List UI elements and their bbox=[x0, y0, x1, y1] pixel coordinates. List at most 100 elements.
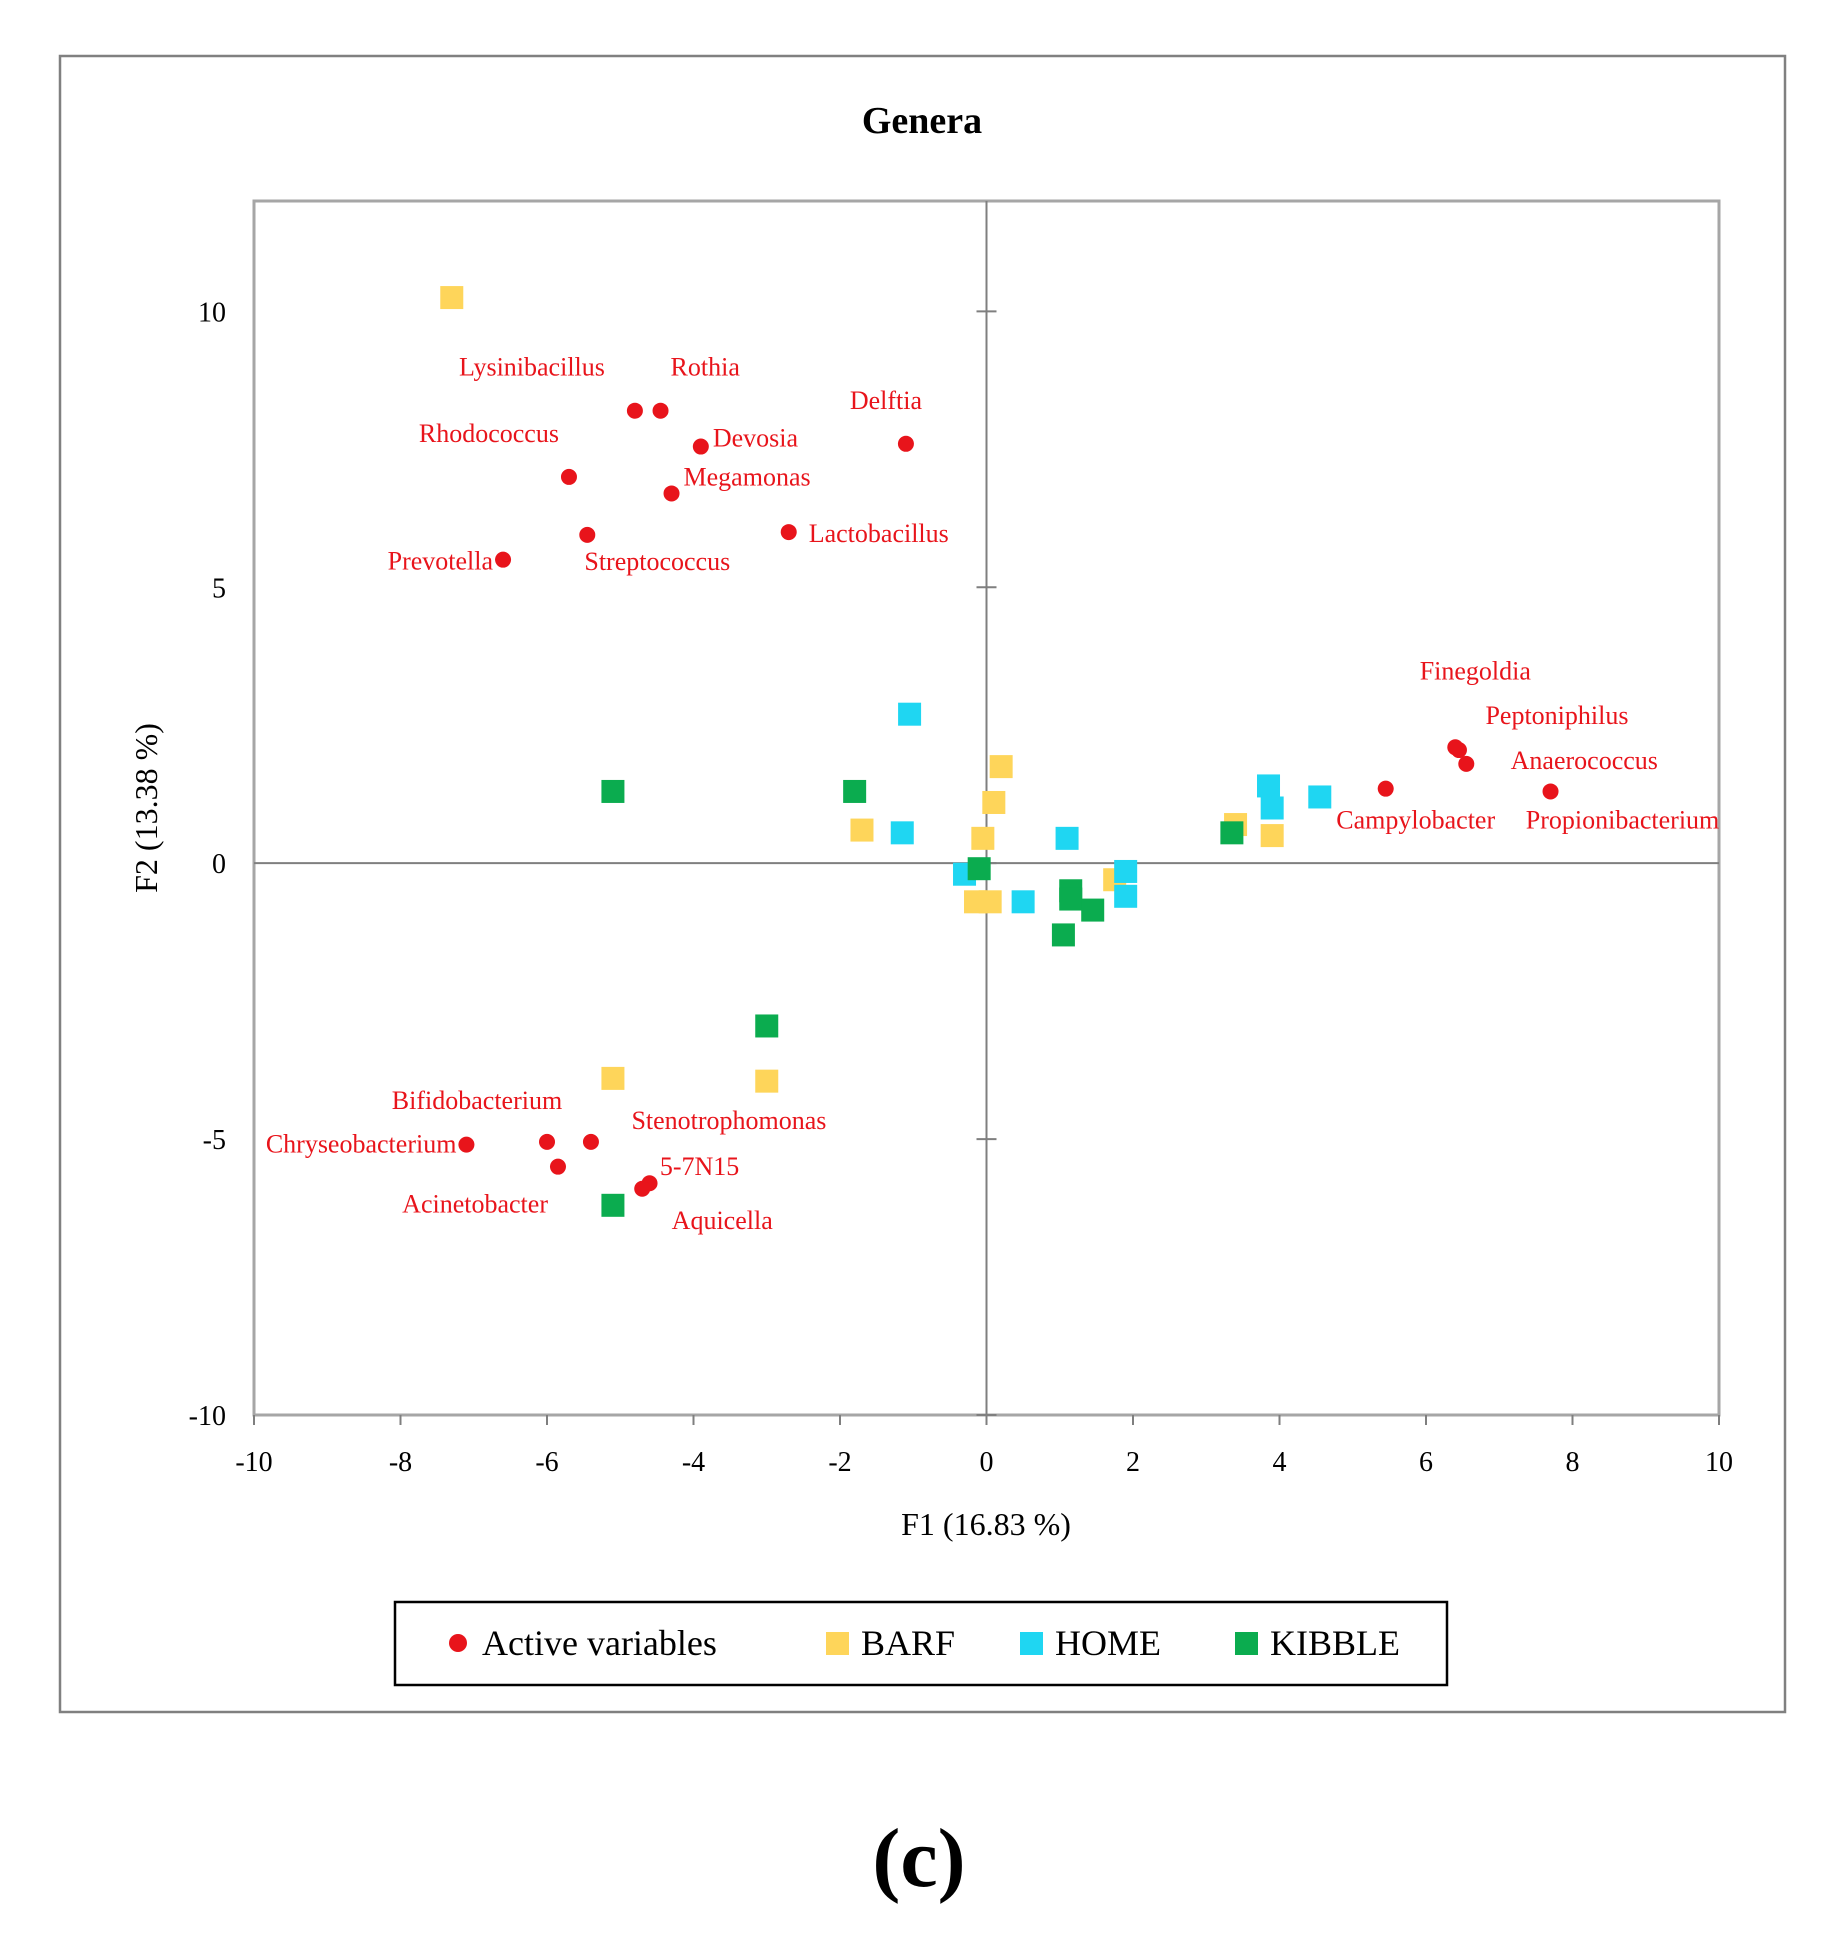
legend-label-active: Active variables bbox=[482, 1623, 717, 1663]
active-variable-bifidobacterium bbox=[539, 1133, 555, 1150]
y-tick-label: -10 bbox=[189, 1401, 226, 1432]
barf-point bbox=[989, 755, 1013, 779]
active-variable-devosia bbox=[692, 438, 709, 455]
legend-label-kibble: KIBBLE bbox=[1270, 1623, 1400, 1663]
active-variable-rothia bbox=[652, 402, 669, 419]
kibble-point bbox=[601, 1193, 625, 1217]
x-tick-label: 6 bbox=[1419, 1447, 1433, 1478]
barf-point bbox=[850, 818, 874, 842]
barf-point bbox=[1260, 824, 1284, 848]
label-rhodococcus: Rhodococcus bbox=[419, 419, 559, 448]
y-axis-title: F2 (13.38 %) bbox=[128, 723, 164, 893]
kibble-point bbox=[1051, 923, 1075, 947]
legend-label-barf: BARF bbox=[861, 1623, 955, 1663]
barf-point bbox=[601, 1066, 625, 1090]
label-lysinibacillus: Lysinibacillus bbox=[459, 353, 605, 382]
legend-label-home: HOME bbox=[1055, 1623, 1161, 1663]
x-tick-label: -8 bbox=[389, 1447, 412, 1478]
active-variable-streptococcus bbox=[579, 526, 596, 543]
active-variable-campylobacter bbox=[1377, 780, 1394, 797]
legend-marker-kibble bbox=[1235, 1632, 1258, 1655]
label-propionibacterium: Propionibacterium bbox=[1526, 805, 1720, 834]
home-point bbox=[1055, 826, 1079, 850]
label-chryseobacterium: Chryseobacterium bbox=[266, 1130, 457, 1159]
label-delftia: Delftia bbox=[850, 386, 923, 415]
active-variable-chryseobacterium bbox=[458, 1136, 475, 1153]
active-variable-aquicella bbox=[634, 1180, 651, 1197]
barf-point bbox=[978, 890, 1002, 914]
home-point bbox=[1011, 890, 1035, 914]
active-variable-propionibacterium bbox=[1542, 783, 1559, 800]
active-variable-acinetobacter bbox=[549, 1158, 566, 1175]
figure-frame bbox=[58, 54, 1787, 1714]
label-bifidobacterium: Bifidobacterium bbox=[392, 1086, 562, 1115]
y-tick-label: 5 bbox=[212, 573, 226, 604]
label-acinetobacter: Acinetobacter bbox=[402, 1190, 548, 1219]
kibble-point bbox=[1220, 821, 1244, 845]
y-tick-label: 10 bbox=[198, 297, 226, 328]
label-stenotrophomonas: Stenotrophomonas bbox=[631, 1106, 826, 1135]
home-point bbox=[1260, 796, 1284, 820]
label-lactobacillus: Lactobacillus bbox=[809, 519, 949, 548]
point-labels: Lysinibacillus Rothia Delftia Rhodococcus De… bbox=[266, 353, 1719, 1235]
y-tick-label: -5 bbox=[203, 1125, 226, 1156]
home-point bbox=[1114, 859, 1138, 883]
kibble-point bbox=[843, 779, 867, 803]
active-variable-prevotella bbox=[495, 551, 512, 568]
chart-title: Genera bbox=[862, 100, 982, 142]
x-axis-title: F1 (16.83 %) bbox=[901, 1506, 1071, 1542]
legend: Active variables BARF HOME KIBBLE bbox=[393, 1600, 1449, 1687]
label-campylobacter: Campylobacter bbox=[1336, 806, 1495, 835]
kibble-point bbox=[1059, 887, 1083, 911]
label-peptoniphilus: Peptoniphilus bbox=[1485, 701, 1628, 730]
active-variable-lysinibacillus bbox=[626, 402, 643, 419]
kibble-point bbox=[967, 857, 991, 881]
active-variable-peptoniphilus bbox=[1450, 742, 1467, 759]
label-rothia: Rothia bbox=[671, 353, 741, 382]
label-anaerococcus: Anaerococcus bbox=[1511, 746, 1658, 775]
active-variable-lactobacillus bbox=[780, 524, 797, 541]
y-tick-label: 0 bbox=[212, 849, 226, 880]
kibble-point bbox=[1081, 898, 1105, 922]
active-variable-delftia bbox=[897, 435, 914, 452]
active-variable-stenotrophomonas bbox=[582, 1133, 599, 1150]
label-5-7n15: 5-7N15 bbox=[660, 1152, 739, 1181]
x-tick-label: -4 bbox=[682, 1447, 705, 1478]
label-streptococcus: Streptococcus bbox=[584, 547, 730, 576]
label-prevotella: Prevotella bbox=[388, 547, 494, 576]
kibble-point bbox=[755, 1014, 779, 1038]
label-megamonas: Megamonas bbox=[684, 462, 811, 491]
home-point bbox=[1257, 774, 1281, 798]
axes-layer: -10 -8 -6 -4 -2 0 2 4 6 8 10 -10 -5 0 5 10 bbox=[189, 201, 1733, 1478]
x-tick-label: -6 bbox=[535, 1447, 558, 1478]
barf-point bbox=[440, 286, 464, 310]
active-variable-rhodococcus bbox=[560, 468, 577, 485]
home-point bbox=[1114, 884, 1138, 908]
legend-marker-active bbox=[449, 1634, 467, 1652]
home-point bbox=[898, 702, 922, 726]
active-variable-megamonas bbox=[663, 485, 680, 502]
x-tick-label: -10 bbox=[235, 1447, 272, 1478]
kibble-point bbox=[601, 779, 625, 803]
legend-marker-barf bbox=[826, 1632, 849, 1655]
x-tick-label: 2 bbox=[1126, 1447, 1140, 1478]
barf-point bbox=[971, 826, 995, 850]
barf-point bbox=[982, 790, 1006, 814]
label-devosia: Devosia bbox=[713, 424, 799, 453]
x-tick-label: 10 bbox=[1705, 1447, 1733, 1478]
x-tick-label: 4 bbox=[1273, 1447, 1287, 1478]
x-tick-label: 8 bbox=[1566, 1447, 1580, 1478]
panel-label: (c) bbox=[872, 1812, 966, 1905]
legend-marker-home bbox=[1020, 1632, 1043, 1655]
label-finegoldia: Finegoldia bbox=[1420, 656, 1532, 685]
data-points bbox=[440, 286, 1559, 1217]
active-variable-anaerococcus bbox=[1458, 755, 1475, 772]
label-aquicella: Aquicella bbox=[672, 1206, 774, 1235]
home-point bbox=[1308, 785, 1332, 809]
legend-box bbox=[393, 1600, 1449, 1687]
home-point bbox=[890, 821, 914, 845]
barf-point bbox=[755, 1069, 779, 1093]
x-tick-label: -2 bbox=[828, 1447, 851, 1478]
x-tick-label: 0 bbox=[980, 1447, 994, 1478]
